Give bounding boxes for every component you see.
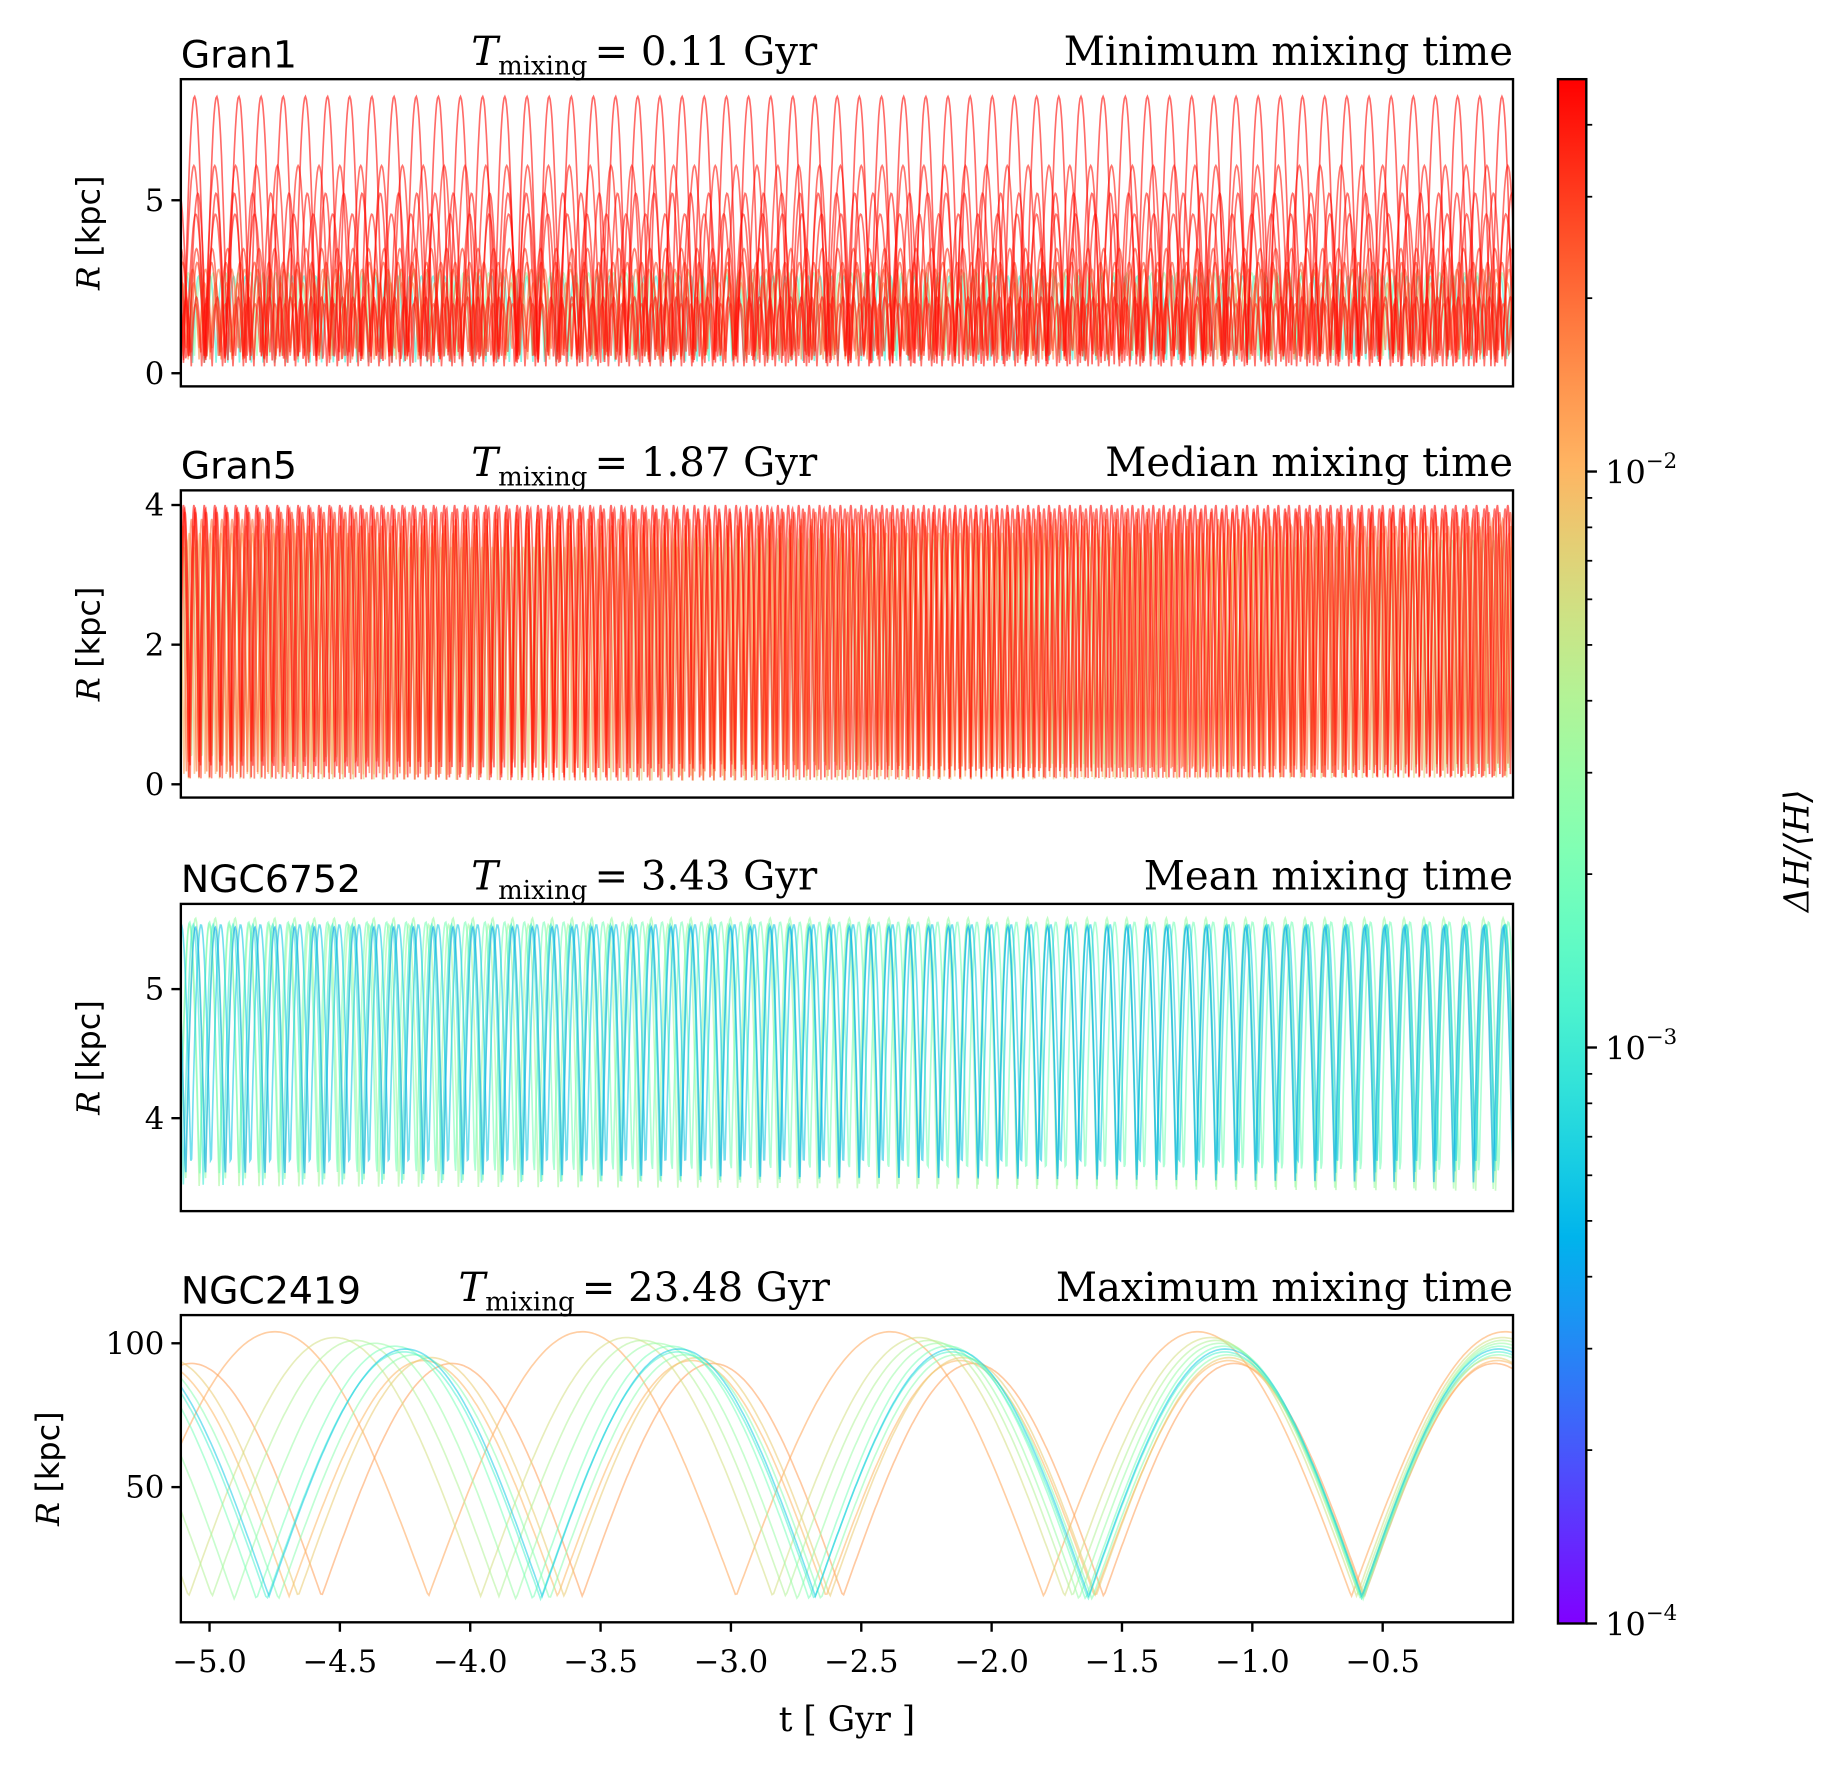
tick-exponent: −2 xyxy=(1646,449,1677,474)
tick-exponent: −4 xyxy=(1646,1601,1677,1626)
y-tick-label: 50 xyxy=(125,1470,164,1506)
orbit-line xyxy=(180,94,1514,367)
y-label-variable: R xyxy=(29,1502,67,1527)
y-axis-label: R [kpc] xyxy=(29,1411,67,1527)
orbit-line xyxy=(180,505,1514,775)
orbit-line xyxy=(180,1330,1514,1599)
colorbar-tick-label: 10−4 xyxy=(1605,1601,1677,1643)
colorbar: 10−210−310−4ΔH/⟨H⟩ xyxy=(1556,77,1818,1643)
axes-frame xyxy=(179,77,1515,388)
y-label-variable: R xyxy=(69,1091,107,1116)
y-tick-label: 2 xyxy=(145,627,165,663)
orbit-line xyxy=(180,924,1514,1183)
tick-base: 10 xyxy=(1605,453,1646,491)
x-tick-label: −2.0 xyxy=(954,1644,1029,1680)
y-tick-label: 4 xyxy=(145,1101,165,1137)
y-tick-label: 0 xyxy=(145,356,165,392)
axes-frame xyxy=(179,1313,1515,1624)
tmix-value: = 3.43 Gyr xyxy=(594,854,817,900)
tmix-symbol: T xyxy=(471,854,501,900)
colorbar-label: ΔH/⟨H⟩ xyxy=(1778,789,1818,914)
x-tick-label: −4.5 xyxy=(303,1644,378,1680)
orbit-line xyxy=(180,924,1514,1164)
panel-name: NGC2419 xyxy=(181,1268,361,1312)
x-tick-label: −3.0 xyxy=(694,1644,769,1680)
orbit-line xyxy=(180,1336,1514,1599)
mixing-time-title: Tmixing = 23.48 Gyr xyxy=(458,1265,830,1317)
tmix-subscript: mixing xyxy=(485,1287,574,1317)
orbit-lines xyxy=(180,94,1514,367)
tmix-value: = 1.87 Gyr xyxy=(594,440,817,486)
panel-note: Minimum mixing time xyxy=(1064,29,1513,75)
panel-name: NGC6752 xyxy=(181,857,361,901)
panel-note: Maximum mixing time xyxy=(1056,1265,1513,1311)
orbit-line xyxy=(180,920,1514,1174)
x-tick-label: −2.5 xyxy=(824,1644,899,1680)
y-axis-label: R [kpc] xyxy=(69,587,107,703)
x-tick-label: −5.0 xyxy=(172,1644,247,1680)
tick-base: 10 xyxy=(1605,1029,1646,1067)
panel-note: Median mixing time xyxy=(1105,440,1513,486)
x-tick-label: −1.0 xyxy=(1215,1644,1290,1680)
colorbar-tick-label: 10−3 xyxy=(1605,1025,1677,1067)
y-label-unit: [kpc] xyxy=(29,1411,67,1492)
mixing-time-title: Tmixing = 1.87 Gyr xyxy=(471,440,818,492)
y-axis-label: R [kpc] xyxy=(69,175,107,291)
y-axis-label: R [kpc] xyxy=(69,1000,107,1116)
tmix-value: = 0.11 Gyr xyxy=(594,29,817,75)
panel-gran1: 0 5 R [kpc] Gran1 Tmixing = 0.11 Gyr Minimum mi… xyxy=(69,29,1515,392)
orbit-line xyxy=(180,1339,1514,1599)
y-label-unit: [kpc] xyxy=(69,175,107,256)
orbit-line xyxy=(180,1356,1514,1598)
tmix-value: = 23.48 Gyr xyxy=(582,1265,831,1311)
y-tick-label: 5 xyxy=(145,972,165,1008)
x-tick-label: −3.5 xyxy=(563,1644,638,1680)
tmix-subscript: mixing xyxy=(498,876,587,906)
axes-frame xyxy=(179,902,1515,1213)
y-label-variable: R xyxy=(69,677,107,702)
orbit-line xyxy=(180,1348,1514,1599)
panel-ngc2419: 50 100 R [kpc] NGC2419 Tmixing = 23.48 Gyr Maxi… xyxy=(29,1265,1515,1624)
orbit-lines xyxy=(180,1330,1514,1602)
y-tick-label: 0 xyxy=(145,767,165,803)
tmix-symbol: T xyxy=(471,440,501,486)
panel-note: Mean mixing time xyxy=(1144,854,1513,900)
x-tick-label: −0.5 xyxy=(1345,1644,1420,1680)
tick-exponent: −3 xyxy=(1646,1025,1677,1050)
y-tick-label: 5 xyxy=(145,183,165,219)
x-tick-label: −4.0 xyxy=(433,1644,508,1680)
y-tick-label: 100 xyxy=(106,1326,165,1362)
y-tick-label: 4 xyxy=(145,488,165,524)
x-tick-label: −1.5 xyxy=(1085,1644,1160,1680)
tmix-symbol: T xyxy=(458,1265,488,1311)
y-label-variable: R xyxy=(69,266,107,291)
colorbar-tick-label: 10−2 xyxy=(1605,449,1677,491)
mixing-time-title: Tmixing = 0.11 Gyr xyxy=(471,29,818,81)
tmix-subscript: mixing xyxy=(498,51,587,81)
orbit-line xyxy=(180,504,1514,778)
orbit-line xyxy=(180,1353,1514,1602)
panels: 05R[kpc]Gran1 Tmixing = 0.11 Gyr Minimum mi… xyxy=(29,29,1515,1624)
orbit-line xyxy=(180,212,1514,363)
tick-base: 10 xyxy=(1605,1605,1646,1643)
panel-gran5: 0 2 4 R [kpc] Gran5 Tmixing = 1.87 Gyr Median mi… xyxy=(69,440,1515,803)
colorbar-bar xyxy=(1556,77,1588,1625)
panel-ngc6752: 4 5 R [kpc] NGC6752 Tmixing = 3.43 Gyr Mean mix… xyxy=(69,854,1515,1213)
y-label-unit: [kpc] xyxy=(69,587,107,668)
orbit-lines xyxy=(180,504,1514,781)
x-axis-label: t [ Gyr ] xyxy=(779,1700,915,1740)
y-label-unit: [kpc] xyxy=(69,1000,107,1081)
mixing-time-title: Tmixing = 3.43 Gyr xyxy=(471,854,818,906)
tmix-symbol: T xyxy=(471,29,501,75)
orbit-lines xyxy=(180,915,1514,1191)
panel-name: Gran5 xyxy=(181,444,297,488)
x-axis: −5.0 −4.5 −4.0 −3.5 −3.0 −2.5 −2.0 −1.5 −1.0 −0.5… xyxy=(172,1622,1420,1740)
panel-name: Gran1 xyxy=(181,32,297,76)
tmix-subscript: mixing xyxy=(498,463,587,493)
